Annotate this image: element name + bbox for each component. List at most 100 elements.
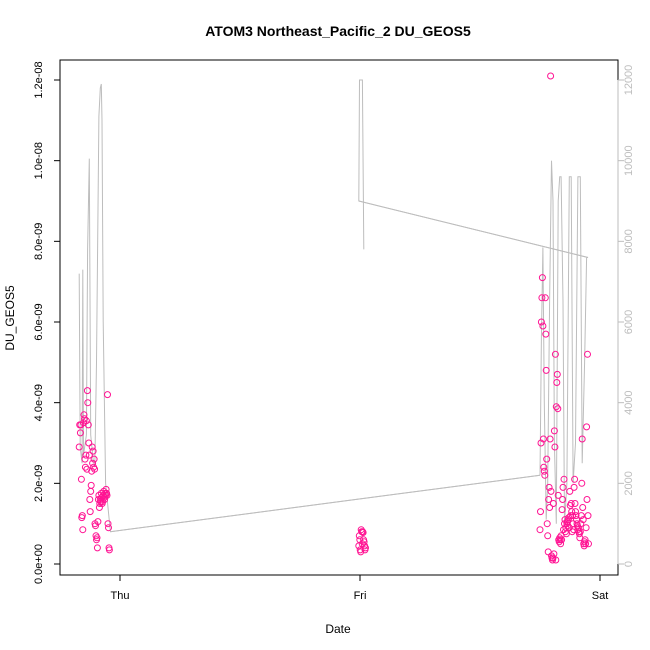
data-point [538, 294, 546, 302]
y-tick-label: 6.0e-09 [33, 303, 45, 340]
y2-tick-label: 10000 [623, 145, 635, 176]
data-point [554, 405, 562, 413]
data-point [566, 487, 574, 495]
altitude-line [78, 83, 541, 533]
data-point [76, 429, 84, 437]
data-point [91, 465, 99, 473]
y-axis-label: DU_GEOS5 [3, 285, 17, 351]
data-point [577, 512, 585, 520]
data-point [539, 322, 547, 330]
altitude-line [358, 200, 589, 258]
data-point [578, 479, 586, 487]
y-axis: 0.0e+00 2.0e-09 4.0e-09 6.0e-09 8.0e-09 1.0e-… [33, 61, 61, 584]
data-point [543, 455, 551, 463]
y-tick-label: 1.2e-08 [33, 61, 45, 98]
y2-tick-label: 4000 [623, 390, 635, 414]
data-point [105, 546, 113, 554]
data-point [82, 417, 90, 425]
data-point [89, 459, 97, 467]
data-point [550, 427, 558, 435]
data-point [97, 498, 105, 505]
y-tick-label: 0.0e+00 [33, 544, 45, 584]
data-point [85, 439, 93, 447]
data-point [75, 443, 83, 451]
y2-tick-label: 12000 [623, 65, 635, 96]
data-point [79, 526, 87, 534]
data-point [362, 544, 369, 552]
data-point [87, 487, 95, 495]
data-point [541, 471, 549, 479]
x-tick-label: Thu [111, 590, 130, 602]
data-point [546, 435, 554, 443]
data-point [86, 496, 94, 503]
data-point [542, 366, 550, 374]
data-point [84, 399, 92, 407]
data-point [560, 475, 568, 483]
data-point [583, 423, 591, 431]
y-tick-label: 8.0e-09 [33, 223, 45, 260]
data-point [84, 421, 92, 429]
data-point [582, 540, 590, 548]
data-point [547, 487, 555, 495]
data-point [578, 435, 586, 443]
data-point [81, 463, 89, 471]
data-point [540, 467, 548, 475]
data-point [104, 391, 111, 399]
data-point [550, 550, 558, 558]
y2-tick-label: 2000 [623, 471, 635, 495]
data-point [105, 524, 112, 532]
data-point [559, 483, 567, 491]
data-point [553, 379, 561, 386]
data-point [89, 447, 97, 455]
data-point [83, 387, 91, 395]
data-point [545, 496, 553, 503]
data-point [584, 512, 592, 520]
data-point [90, 455, 98, 463]
data-point [85, 451, 93, 459]
x-tick-label: Sat [592, 590, 609, 602]
data-point [547, 72, 555, 80]
data-point [583, 496, 591, 503]
data-point [543, 520, 551, 528]
plot-frame [59, 59, 619, 576]
data-point [93, 534, 101, 542]
data-point [558, 506, 566, 514]
data-point [94, 518, 102, 526]
data-point [551, 443, 559, 451]
data-point [537, 508, 544, 516]
data-point [77, 475, 85, 483]
data-point [82, 451, 90, 459]
y2-tick-label: 8000 [623, 229, 635, 253]
data-point [81, 415, 88, 423]
data-point [357, 548, 365, 556]
y-tick-label: 2.0e-09 [33, 465, 45, 502]
y-tick-label: 4.0e-09 [33, 384, 45, 421]
x-axis-label: Date [325, 622, 351, 636]
data-point [567, 512, 575, 520]
data-point [104, 520, 112, 528]
data-point [579, 504, 587, 511]
data-point [567, 500, 575, 507]
data-point [576, 528, 584, 536]
data-point [554, 491, 562, 499]
data-point [88, 443, 96, 451]
data-point [571, 500, 579, 507]
data-point [103, 491, 111, 499]
data-point [551, 350, 559, 358]
data-point [80, 411, 88, 419]
data-point [559, 496, 567, 503]
data-point [86, 508, 94, 516]
altitude-line [110, 474, 541, 533]
data-point [541, 294, 549, 302]
du-series [75, 72, 592, 564]
data-point [540, 463, 548, 471]
data-point [542, 330, 550, 338]
data-point [544, 548, 552, 556]
chart-title: ATOM3 Northeast_Pacific_2 DU_GEOS5 [205, 23, 471, 39]
data-point [546, 504, 554, 511]
data-point [581, 536, 589, 544]
data-point [572, 508, 579, 516]
data-point [557, 540, 565, 548]
data-point [571, 475, 579, 483]
